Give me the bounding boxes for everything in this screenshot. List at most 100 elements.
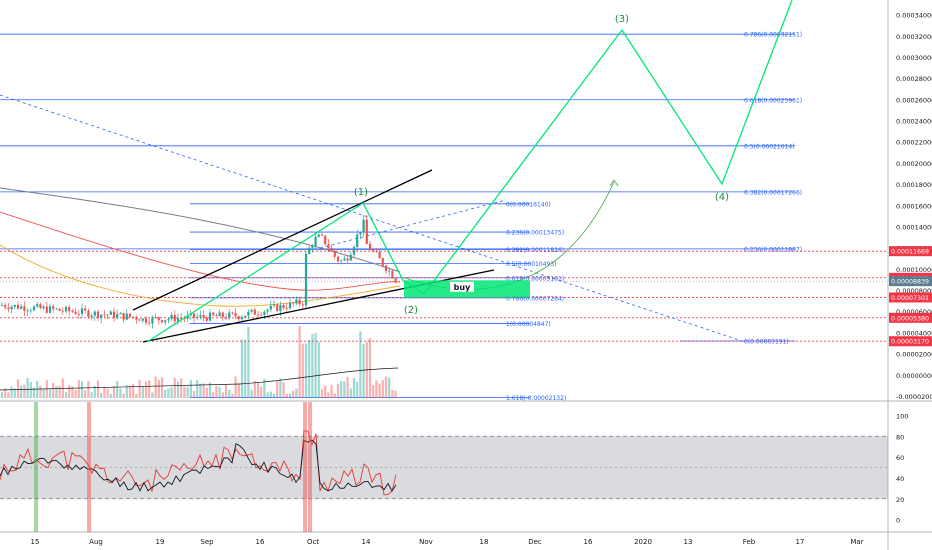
volume-bar xyxy=(352,378,356,398)
price-tick-label: 0.00020000 xyxy=(896,160,932,168)
candle-body xyxy=(266,309,269,312)
volume-bar xyxy=(362,343,365,398)
candle-body xyxy=(164,320,167,323)
volume-bar xyxy=(29,381,32,398)
price-tick-label: 0.00030000 xyxy=(896,54,932,62)
candle-body xyxy=(365,219,368,244)
candle-body xyxy=(68,307,71,312)
volume-bar xyxy=(384,376,388,398)
fib-left-label: 0.786(0.00007264) xyxy=(506,295,564,302)
candle-body xyxy=(196,316,199,318)
volume-bar xyxy=(231,393,234,398)
volume-bar xyxy=(87,380,90,398)
candle-body xyxy=(45,306,48,313)
candle-body xyxy=(381,258,384,266)
candle-body xyxy=(295,299,298,304)
volume-bar xyxy=(199,383,202,398)
oscillator-tick-label: 20 xyxy=(896,496,904,504)
candle-body xyxy=(90,315,93,317)
candle-body xyxy=(231,312,234,314)
candle-body xyxy=(100,314,103,318)
fib-left-label: 0.5(0.00010493) xyxy=(506,261,557,268)
candle-body xyxy=(29,310,32,312)
volume-bar xyxy=(55,386,58,398)
oscillator-layer xyxy=(0,402,888,532)
volume-bar xyxy=(7,392,10,398)
volume-bar xyxy=(375,380,378,398)
candle-body xyxy=(170,314,173,320)
volume-bar xyxy=(10,386,13,398)
candle-body xyxy=(151,317,154,324)
volume-bar xyxy=(138,379,141,398)
candle-body xyxy=(324,235,327,245)
oscillator-signal-bar xyxy=(308,402,312,532)
price-tick-label: 0.00026000 xyxy=(896,96,932,104)
volume-bar xyxy=(263,378,266,398)
volume-bar xyxy=(285,393,288,398)
fib-left-label: 0.382(0.00011826) xyxy=(506,247,564,254)
curved-arrow-head xyxy=(609,179,619,187)
candle-body xyxy=(71,311,74,313)
volume-bar xyxy=(0,391,4,398)
candle-body xyxy=(141,318,144,321)
candle-body xyxy=(375,251,378,253)
price-tick-label: -0.00002000 xyxy=(896,393,932,401)
volume-bar xyxy=(240,339,244,398)
candle-body xyxy=(138,319,141,321)
volume-bar xyxy=(212,392,215,398)
oscillator-signal-bar xyxy=(303,402,307,532)
volume-bar xyxy=(160,377,164,398)
volume-bar xyxy=(333,393,336,398)
volume-bar xyxy=(317,341,320,398)
candle-body xyxy=(352,246,356,255)
volume-bar xyxy=(135,393,138,398)
price-tick-label: 0.00008000 xyxy=(896,287,932,295)
candle-body xyxy=(263,311,266,315)
candle-body xyxy=(58,308,61,311)
volume-bar xyxy=(260,386,263,398)
volume-bar xyxy=(359,331,362,398)
volume-bar xyxy=(58,385,61,398)
main-pane xyxy=(0,0,888,400)
volume-bar xyxy=(343,381,346,398)
volume-bar xyxy=(144,381,148,398)
volume-bar xyxy=(202,383,205,398)
volume-bar xyxy=(256,382,260,398)
candle-body xyxy=(292,302,295,304)
candle-body xyxy=(340,260,343,262)
price-tick-label: 0.00014000 xyxy=(896,223,932,231)
candle-body xyxy=(247,311,250,316)
candle-body xyxy=(160,320,164,323)
candle-body xyxy=(320,234,324,236)
volume-bar xyxy=(68,385,71,398)
volume-bar xyxy=(77,379,80,398)
candle-body xyxy=(288,302,292,309)
candle-body xyxy=(327,244,330,248)
candle-body xyxy=(279,305,282,312)
candle-body xyxy=(135,317,138,320)
price-marker-tag xyxy=(889,336,932,347)
volume-bar xyxy=(20,385,23,398)
volume-bar xyxy=(164,389,167,398)
volume-bar xyxy=(244,339,247,398)
volume-bar xyxy=(183,386,186,398)
volume-bar xyxy=(372,384,375,398)
candle-body xyxy=(157,317,160,321)
price-tick-label: 0.00018000 xyxy=(896,181,932,189)
candle-body xyxy=(317,234,320,237)
candle-body xyxy=(240,317,244,320)
oscillator-band xyxy=(0,436,888,499)
volume-bar xyxy=(336,383,340,398)
volume-bar xyxy=(48,389,52,398)
volume-bar xyxy=(154,376,157,398)
volume-bar xyxy=(304,343,308,398)
candle-body xyxy=(314,236,317,247)
candle-body xyxy=(103,314,106,316)
candle-body xyxy=(176,318,180,322)
candle-body xyxy=(368,243,372,250)
time-tick-label: 16 xyxy=(256,538,265,546)
volume-bar xyxy=(112,385,116,398)
volume-bar xyxy=(356,382,359,398)
volume-bar xyxy=(269,391,272,398)
